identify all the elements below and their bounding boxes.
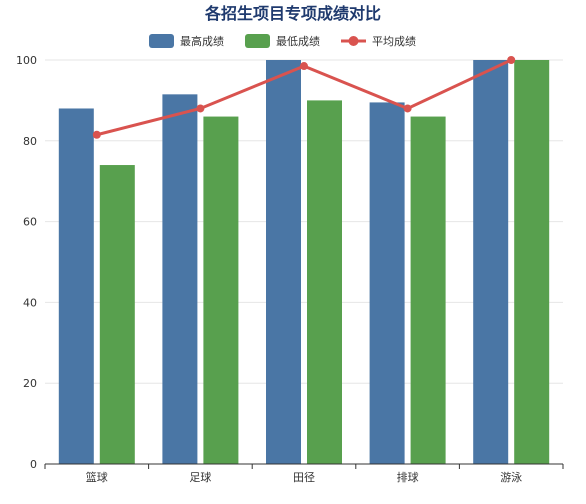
average-point-足球[interactable] <box>196 104 205 113</box>
legend-label: 最低成绩 <box>276 35 320 48</box>
chart-title: 各招生项目专项成绩对比 <box>204 4 381 23</box>
bars <box>58 60 550 465</box>
average-line-path <box>96 58 512 137</box>
y-tick-label: 20 <box>23 377 37 390</box>
legend-swatch <box>149 34 174 48</box>
average-point-排球[interactable] <box>403 104 412 113</box>
average-point-篮球[interactable] <box>92 130 101 139</box>
bar-最低成绩-田径[interactable] <box>307 100 342 465</box>
x-tick-label: 排球 <box>397 470 419 484</box>
legend-swatch-marker <box>348 36 359 46</box>
average-line <box>92 56 516 139</box>
x-tick-label: 篮球 <box>86 470 108 484</box>
average-point-游泳[interactable] <box>507 56 516 64</box>
y-tick-label: 80 <box>23 135 37 148</box>
legend-label: 最高成绩 <box>180 34 224 48</box>
bar-最高成绩-排球[interactable] <box>369 102 405 465</box>
bar-最低成绩-足球[interactable] <box>203 116 239 464</box>
y-tick-label: 60 <box>23 216 37 229</box>
bar-最高成绩-田径[interactable] <box>266 60 301 464</box>
bar-最低成绩-游泳[interactable] <box>514 60 550 464</box>
legend-item-平均成绩[interactable]: 平均成绩 <box>341 35 416 48</box>
legend-swatch <box>245 34 270 48</box>
x-tick-label: 游泳 <box>500 470 522 484</box>
legend-item-最低成绩[interactable]: 最低成绩 <box>245 34 320 48</box>
bar-最低成绩-排球[interactable] <box>410 116 446 464</box>
y-axis: 0 20 40 60 80 100 <box>16 54 37 471</box>
y-tick-label: 0 <box>30 458 37 471</box>
average-point-田径[interactable] <box>300 62 308 71</box>
bar-最高成绩-游泳[interactable] <box>473 60 509 464</box>
y-tick-label: 100 <box>16 54 37 67</box>
legend: 最高成绩 最低成绩 平均成绩 <box>149 34 416 48</box>
bar-最高成绩-足球[interactable] <box>162 94 198 464</box>
legend-item-最高成绩[interactable]: 最高成绩 <box>149 34 224 48</box>
x-axis: 篮球 足球 田径 排球 游泳 <box>44 463 564 484</box>
x-tick-label: 田径 <box>293 471 315 484</box>
x-tick-label: 足球 <box>189 470 211 484</box>
y-tick-label: 40 <box>23 296 37 309</box>
legend-label: 平均成绩 <box>372 35 416 48</box>
bar-最低成绩-篮球[interactable] <box>99 165 135 465</box>
bar-最高成绩-篮球[interactable] <box>58 108 94 464</box>
